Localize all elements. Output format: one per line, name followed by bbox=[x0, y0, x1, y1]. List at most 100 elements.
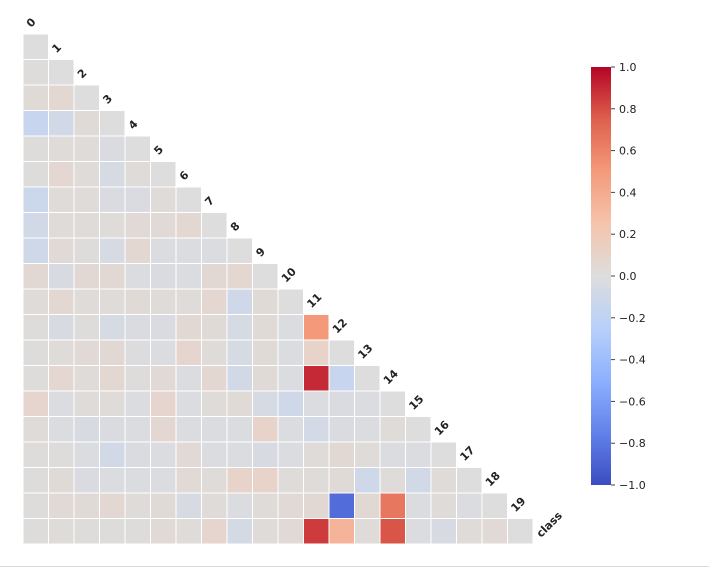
heatmap-cell-14-4 bbox=[124, 390, 151, 417]
heatmap-cell-18-12 bbox=[328, 492, 355, 519]
heatmap-cell-11-11 bbox=[303, 314, 330, 341]
heatmap-cell-19-1 bbox=[48, 518, 75, 545]
heatmap-cell-5-5 bbox=[150, 161, 177, 188]
heatmap-cell-9-6 bbox=[175, 263, 202, 290]
heatmap-cell-12-12 bbox=[328, 339, 355, 366]
heatmap-cell-17-13 bbox=[354, 467, 381, 494]
heatmap-cell-10-0 bbox=[22, 288, 49, 315]
heatmap-cell-8-0 bbox=[22, 237, 49, 264]
heatmap-cell-16-8 bbox=[226, 441, 253, 468]
heatmap-cell-15-15 bbox=[405, 416, 432, 443]
heatmap-cell-18-5 bbox=[150, 492, 177, 519]
heatmap-cell-5-0 bbox=[22, 161, 49, 188]
heatmap-cell-6-5 bbox=[150, 186, 177, 213]
heatmap-cell-17-10 bbox=[277, 467, 304, 494]
heatmap-cell-16-4 bbox=[124, 441, 151, 468]
heatmap-cell-8-2 bbox=[73, 237, 100, 264]
heatmap-cell-17-4 bbox=[124, 467, 151, 494]
heatmap-cell-16-15 bbox=[405, 441, 432, 468]
axis-label-11: 11 bbox=[304, 291, 324, 311]
heatmap-cell-8-1 bbox=[48, 237, 75, 264]
axis-label-10: 10 bbox=[279, 265, 299, 285]
heatmap-cell-13-7 bbox=[201, 365, 228, 392]
colorbar-tick-label: −0.4 bbox=[619, 354, 646, 367]
heatmap-cell-7-4 bbox=[124, 212, 151, 239]
heatmap-cell-9-4 bbox=[124, 263, 151, 290]
heatmap-cell-10-4 bbox=[124, 288, 151, 315]
heatmap-cell-4-2 bbox=[73, 135, 100, 162]
heatmap-cell-12-3 bbox=[99, 339, 126, 366]
heatmap-cell-11-6 bbox=[175, 314, 202, 341]
heatmap-cell-18-17 bbox=[456, 492, 483, 519]
axis-label-19: 19 bbox=[508, 495, 528, 515]
heatmap-cell-9-0 bbox=[22, 263, 49, 290]
heatmap-cell-19-3 bbox=[99, 518, 126, 545]
heatmap-cell-2-2 bbox=[73, 84, 100, 111]
heatmap-cell-12-10 bbox=[277, 339, 304, 366]
axis-label-2: 2 bbox=[75, 67, 90, 82]
heatmap-cell-18-2 bbox=[73, 492, 100, 519]
colorbar-tick-label: 0.4 bbox=[619, 186, 637, 199]
heatmap-cell-13-12 bbox=[328, 365, 355, 392]
heatmap-cell-2-1 bbox=[48, 84, 75, 111]
heatmap-cell-14-1 bbox=[48, 390, 75, 417]
heatmap-cell-12-7 bbox=[201, 339, 228, 366]
heatmap-cell-3-2 bbox=[73, 110, 100, 137]
heatmap-cell-4-3 bbox=[99, 135, 126, 162]
heatmap-cell-18-6 bbox=[175, 492, 202, 519]
heatmap-cell-19-18 bbox=[481, 518, 508, 545]
heatmap-cell-18-18 bbox=[481, 492, 508, 519]
heatmap-cell-13-10 bbox=[277, 365, 304, 392]
heatmap-cell-10-3 bbox=[99, 288, 126, 315]
heatmap-cell-10-8 bbox=[226, 288, 253, 315]
heatmap-cell-4-0 bbox=[22, 135, 49, 162]
heatmap-cell-18-15 bbox=[405, 492, 432, 519]
heatmap-cell-11-8 bbox=[226, 314, 253, 341]
heatmap-cell-4-1 bbox=[48, 135, 75, 162]
colorbar-tick-label: 0.2 bbox=[619, 228, 637, 241]
heatmap-cell-11-1 bbox=[48, 314, 75, 341]
heatmap-cell-15-14 bbox=[379, 416, 406, 443]
heatmap-cell-14-14 bbox=[379, 390, 406, 417]
heatmap-cell-15-1 bbox=[48, 416, 75, 443]
heatmap-cell-10-5 bbox=[150, 288, 177, 315]
heatmap-cell-1-1 bbox=[48, 59, 75, 86]
axis-label-7: 7 bbox=[202, 194, 217, 209]
axis-label-14: 14 bbox=[381, 367, 401, 387]
heatmap-cell-15-10 bbox=[277, 416, 304, 443]
heatmap-cell-8-8 bbox=[226, 237, 253, 264]
heatmap-cell-10-2 bbox=[73, 288, 100, 315]
heatmap-cell-19-7 bbox=[201, 518, 228, 545]
heatmap-cell-13-4 bbox=[124, 365, 151, 392]
heatmap-cell-13-6 bbox=[175, 365, 202, 392]
axis-label-0: 0 bbox=[24, 15, 39, 30]
heatmap-cell-14-11 bbox=[303, 390, 330, 417]
heatmap-cell-15-7 bbox=[201, 416, 228, 443]
heatmap-cell-19-12 bbox=[328, 518, 355, 545]
heatmap-cell-11-10 bbox=[277, 314, 304, 341]
heatmap-cell-16-10 bbox=[277, 441, 304, 468]
heatmap-cell-12-1 bbox=[48, 339, 75, 366]
axis-label-3: 3 bbox=[100, 92, 115, 107]
heatmap-cell-7-2 bbox=[73, 212, 100, 239]
colorbar-tick-label: 0.0 bbox=[619, 270, 637, 283]
heatmap-cell-6-0 bbox=[22, 186, 49, 213]
heatmap-cell-19-0 bbox=[22, 518, 49, 545]
heatmap-cell-5-2 bbox=[73, 161, 100, 188]
heatmap-cell-16-12 bbox=[328, 441, 355, 468]
axis-label-class: class bbox=[534, 509, 565, 540]
heatmap-cell-19-14 bbox=[379, 518, 406, 545]
heatmap-cell-15-5 bbox=[150, 416, 177, 443]
colorbar-tick-label: −0.6 bbox=[619, 395, 646, 408]
heatmap-cell-15-9 bbox=[252, 416, 279, 443]
heatmap-cell-3-1 bbox=[48, 110, 75, 137]
heatmap-cell-14-6 bbox=[175, 390, 202, 417]
heatmap-cell-2-0 bbox=[22, 84, 49, 111]
axis-label-18: 18 bbox=[483, 469, 503, 489]
heatmap-cell-14-8 bbox=[226, 390, 253, 417]
heatmap-cell-11-2 bbox=[73, 314, 100, 341]
heatmap-cell-17-17 bbox=[456, 467, 483, 494]
heatmap-cells bbox=[22, 33, 534, 545]
heatmap-cell-10-1 bbox=[48, 288, 75, 315]
